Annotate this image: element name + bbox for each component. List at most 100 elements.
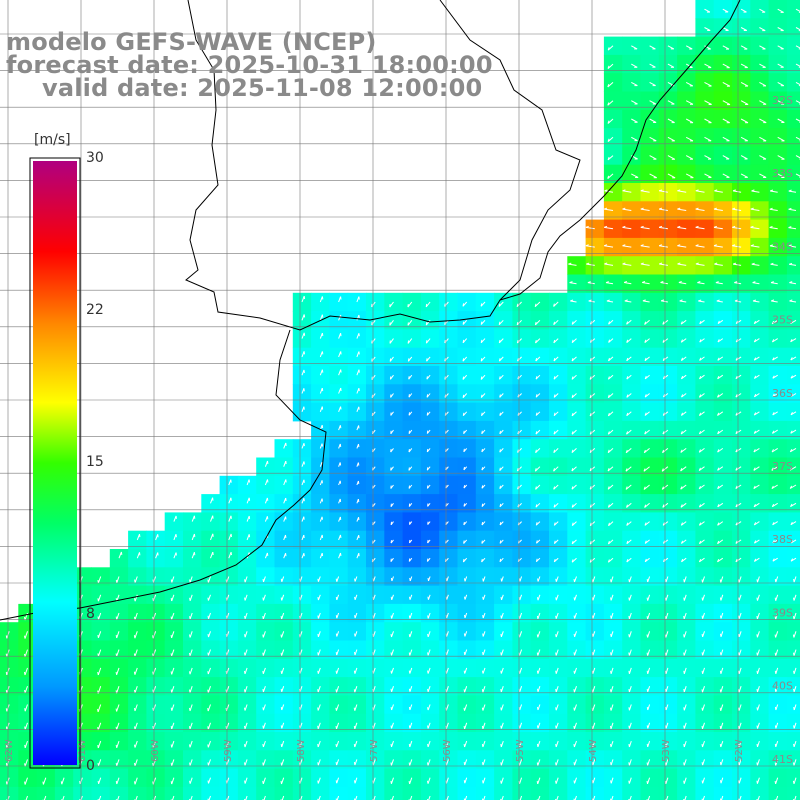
wind-cell (567, 512, 587, 532)
wind-arrow-head (500, 615, 502, 619)
wind-cell (640, 292, 660, 312)
wind-cell (695, 530, 715, 550)
wind-arrow (207, 594, 211, 601)
wind-arrow-head (317, 597, 319, 601)
wind-arrow (445, 740, 449, 748)
wind-arrow (24, 722, 28, 730)
wind-arrow-head (771, 299, 775, 302)
wind-cell (622, 439, 641, 458)
wind-arrow (640, 245, 650, 248)
wind-arrow (207, 649, 211, 656)
wind-arrow (519, 759, 523, 766)
wind-arrow-head (772, 375, 775, 379)
wind-arrow-head (573, 579, 575, 583)
wind-arrow (717, 466, 724, 471)
wind-cell (786, 347, 800, 367)
wind-arrow-head (701, 615, 704, 619)
wind-cell (713, 274, 733, 294)
wind-arrow (631, 45, 638, 50)
wind-cell (640, 237, 660, 257)
wind-cell (603, 292, 623, 312)
wind-arrow-head (573, 744, 575, 748)
wind-arrow (649, 81, 656, 87)
wind-cell (622, 311, 641, 330)
wind-cell (549, 530, 568, 550)
wind-arrow (739, 795, 742, 800)
wind-arrow (171, 594, 175, 602)
wind-arrow-head (735, 558, 738, 563)
wind-arrow (659, 190, 668, 193)
wind-arrow (625, 466, 632, 472)
wind-arrow-head (517, 449, 519, 453)
wind-arrow-head (462, 303, 465, 307)
wind-arrow-head (604, 207, 608, 210)
wind-arrow (24, 649, 28, 658)
wind-arrow-head (717, 394, 720, 398)
wind-arrow (537, 795, 541, 800)
wind-arrow-head (664, 616, 667, 620)
wind-arrow (753, 484, 760, 490)
wind-arrow (631, 63, 638, 68)
wind-cell (292, 530, 312, 550)
wind-cell (786, 18, 800, 38)
wind-arrow-head (771, 485, 774, 489)
wind-cell (732, 292, 751, 312)
wind-arrow-head (628, 707, 630, 711)
wind-cell (603, 512, 623, 532)
wind-cell (603, 73, 623, 92)
wind-arrow (713, 245, 723, 248)
wind-arrow (607, 136, 614, 142)
wind-arrow-head (537, 725, 539, 729)
wind-arrow-head (152, 635, 154, 639)
wind-cell (292, 512, 312, 532)
wind-cell (603, 36, 623, 56)
wind-arrow-head (701, 762, 704, 766)
wind-cell (786, 91, 800, 111)
wind-arrow-head (607, 47, 610, 51)
wind-arrow-head (698, 467, 701, 471)
wind-arrow-head (481, 430, 483, 434)
longitude-label: 62W (4, 739, 15, 762)
wind-arrow-head (680, 504, 683, 508)
wind-arrow (697, 282, 705, 285)
wind-cell (567, 494, 587, 513)
wind-arrow-head (553, 412, 556, 416)
wind-arrow-head (207, 780, 209, 784)
wind-cell (658, 366, 678, 385)
wind-arrow-head (353, 744, 356, 748)
wind-arrow-head (698, 485, 701, 490)
wind-arrow-head (732, 244, 736, 247)
wind-arrow (409, 777, 413, 785)
wind-arrow-head (517, 486, 519, 490)
wind-cell (786, 475, 800, 495)
wind-arrow (171, 777, 175, 785)
wind-arrow-head (683, 652, 685, 656)
wind-cell (750, 329, 770, 349)
wind-arrow-head (587, 281, 591, 284)
wind-cell (677, 329, 696, 349)
colorbar-unit: [m/s] (34, 132, 71, 148)
wind-cell (274, 549, 294, 568)
wind-arrow-head (789, 467, 793, 471)
wind-cell (732, 219, 751, 239)
wind-arrow-head (571, 394, 574, 398)
wind-arrow-head (555, 578, 557, 582)
wind-arrow-head (677, 244, 681, 247)
wind-cell (237, 530, 257, 550)
wind-arrow (134, 722, 138, 730)
wind-arrow-head (646, 597, 649, 601)
wind-arrow-head (769, 207, 773, 210)
wind-cell (732, 420, 751, 440)
wind-arrow (262, 612, 266, 620)
wind-arrow-head (628, 670, 630, 674)
wind-arrow-head (97, 780, 100, 784)
wind-arrow (262, 667, 266, 674)
wind-arrow-head (463, 744, 466, 748)
wind-arrow-head (717, 449, 720, 453)
wind-arrow-head (661, 468, 664, 472)
wind-arrow-head (408, 706, 411, 710)
wind-arrow (699, 429, 705, 435)
wind-arrow (717, 393, 724, 398)
wind-arrow (335, 704, 340, 711)
